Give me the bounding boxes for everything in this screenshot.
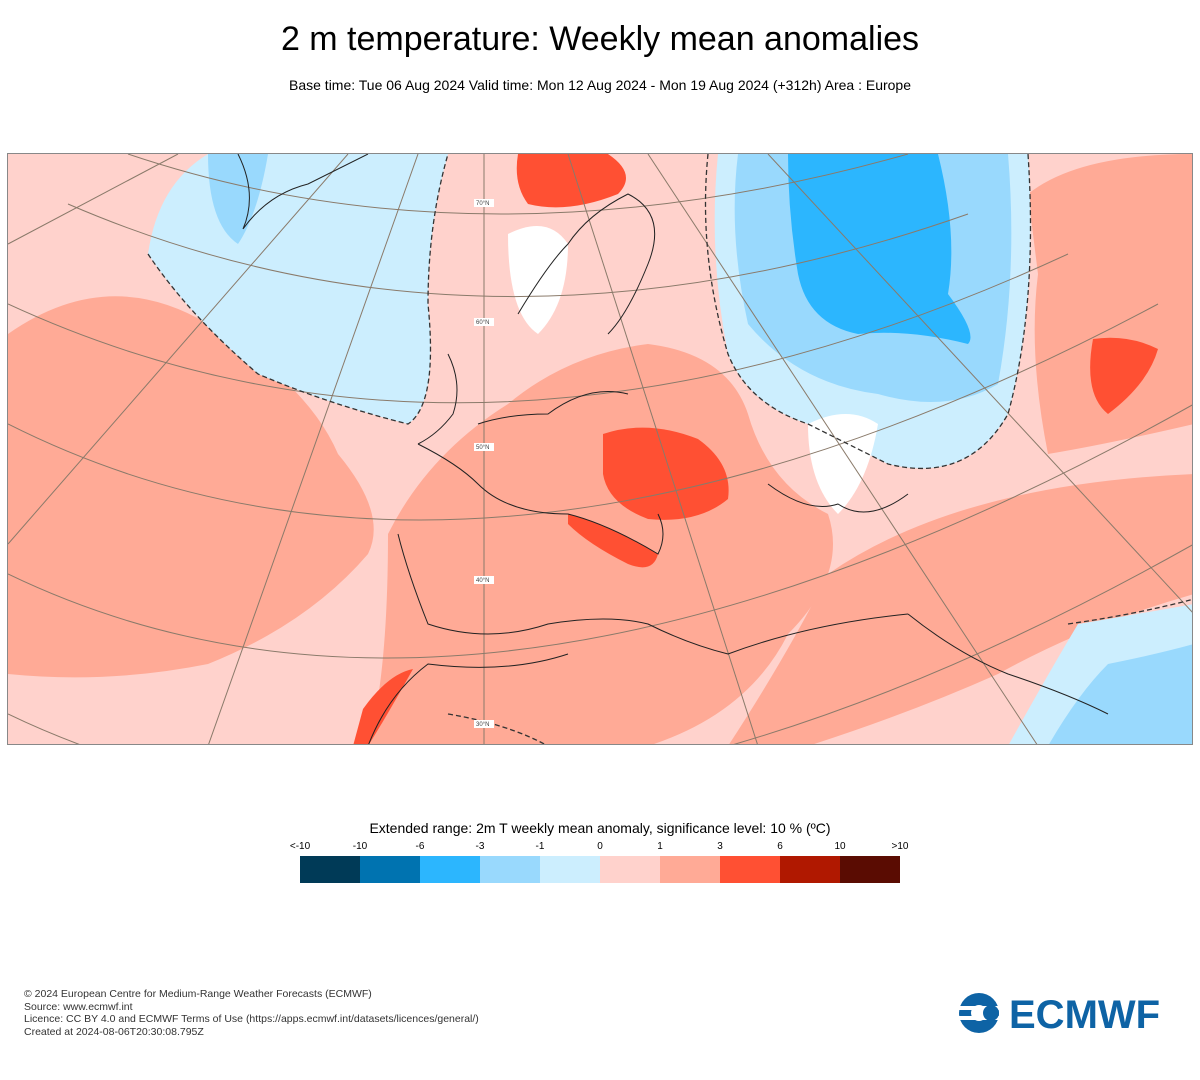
coastlines	[237, 154, 1109, 744]
lat-label-50: 50°N	[476, 445, 489, 451]
lat-label-60: 60°N	[476, 320, 489, 326]
zone-3-6-north	[516, 154, 626, 208]
legend-labels: <-10 -10 -6 -3 -1 0 1 3 6 10 >10	[290, 841, 909, 855]
latitude-labels: 70°N 60°N 50°N 40°N 30°N	[474, 199, 494, 728]
zone-neg6-3-russia	[788, 154, 971, 344]
legend-swatch-5	[600, 856, 660, 883]
legend-label: 10	[834, 841, 846, 852]
legend-swatch-8	[780, 856, 840, 883]
zone-3-6-kazakhstan	[1090, 337, 1158, 414]
legend-colorbar	[300, 856, 900, 883]
legend-swatch-7	[720, 856, 780, 883]
not-significant-ukraine	[808, 414, 878, 514]
logo-text: ECMWF	[1009, 993, 1160, 1034]
zone-1-3-middle-east	[729, 474, 1192, 744]
not-significant-scandinavia	[508, 226, 568, 334]
legend-swatch-4	[540, 856, 600, 883]
legend-title: Extended range: 2m T weekly mean anomaly…	[369, 820, 831, 836]
footer: © 2024 European Centre for Medium-Range …	[24, 988, 479, 1038]
significance-contours	[147, 154, 1192, 744]
footer-licence: Licence: CC BY 4.0 and ECMWF Terms of Us…	[24, 1013, 479, 1025]
ecmwf-logo: ECMWF	[957, 993, 1160, 1034]
zone-neg3-1-southeast	[1049, 644, 1192, 744]
legend-label: <-10	[289, 841, 311, 852]
lat-label-30: 30°N	[476, 722, 489, 728]
legend-label: 6	[777, 841, 783, 852]
page-subtitle: Base time: Tue 06 Aug 2024 Valid time: M…	[289, 77, 911, 93]
zone-neg3-1-greenland	[208, 154, 268, 244]
lat-label-40: 40°N	[476, 578, 489, 584]
page-title: 2 m temperature: Weekly mean anomalies	[280, 20, 920, 58]
footer-source: Source: www.ecmwf.int	[24, 1000, 133, 1013]
legend-label: -10	[352, 841, 368, 852]
zone-3-6-balkans	[603, 427, 729, 520]
graticule	[8, 154, 1192, 744]
lat-label-70: 70°N	[476, 201, 489, 207]
legend-label: 0	[597, 841, 603, 852]
zone-1-3-east	[1028, 154, 1192, 454]
zone-3-6-morocco	[353, 669, 413, 744]
zone-1-3-atlantic	[8, 296, 374, 678]
legend-swatch-6	[660, 856, 720, 883]
zone-3-6-italy	[568, 514, 658, 568]
footer-copyright: © 2024 European Centre for Medium-Range …	[24, 988, 372, 1000]
legend-swatch-1	[360, 856, 420, 883]
anomaly-map: 70°N 60°N 50°N 40°N 30°N	[7, 153, 1193, 745]
legend-swatch-9	[840, 856, 900, 883]
legend-swatch-2	[420, 856, 480, 883]
legend-label: -1	[535, 841, 545, 852]
legend-label: -6	[415, 841, 425, 852]
legend-swatch-3	[480, 856, 540, 883]
map-canvas: 70°N 60°N 50°N 40°N 30°N	[8, 154, 1192, 744]
legend-label: >10	[891, 841, 909, 852]
legend-label: 3	[717, 841, 723, 852]
legend-label: 1	[657, 841, 663, 852]
legend-swatch-0	[300, 856, 360, 883]
legend-label: -3	[475, 841, 485, 852]
footer-created: Created at 2024-08-06T20:30:08.795Z	[24, 1025, 204, 1038]
